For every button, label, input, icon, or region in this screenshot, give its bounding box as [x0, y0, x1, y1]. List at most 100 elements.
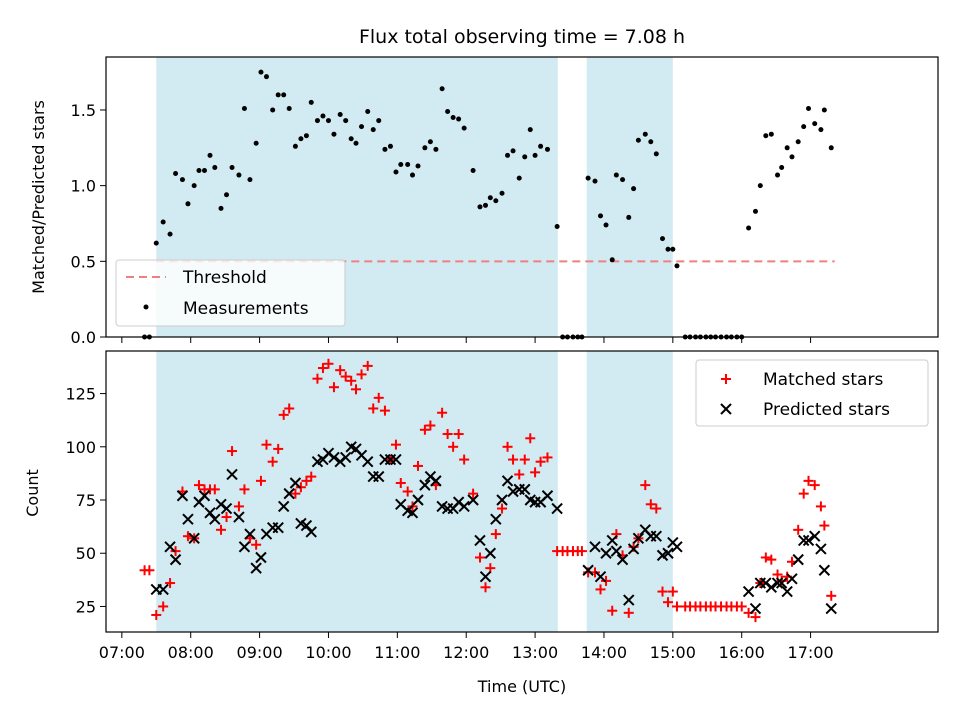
- matched-star-point: [519, 454, 530, 465]
- measurement-point: [818, 127, 824, 133]
- measurement-point: [196, 168, 202, 174]
- predicted-star-point: [209, 513, 221, 525]
- measurement-point: [185, 201, 191, 207]
- top-y-axis: 0.0 0.5 1.0 1.5: [71, 101, 106, 347]
- measurement-point: [620, 177, 626, 183]
- measurement-point: [660, 236, 666, 242]
- bottom-y-axis: 25 50 75 100 125: [65, 385, 106, 616]
- measurement-point: [603, 222, 609, 228]
- predicted-star-point: [328, 451, 340, 464]
- measurement-point: [207, 152, 213, 158]
- matched-star-point: [209, 484, 220, 495]
- top-legend-box: [115, 259, 346, 327]
- measurement-point: [331, 131, 337, 137]
- matched-star-point: [542, 452, 553, 463]
- y-tick-label: 1.5: [71, 101, 96, 120]
- measurement-point: [648, 139, 654, 145]
- measurement-point: [405, 161, 411, 167]
- predicted-star-point: [623, 594, 635, 606]
- measurement-point: [461, 125, 467, 131]
- matched-star-point: [221, 512, 232, 523]
- predicted-star-point: [496, 494, 508, 506]
- x-tick-label: 08:00: [168, 643, 214, 662]
- predicted-star-point: [809, 530, 821, 542]
- measurement-point: [757, 183, 763, 189]
- measurement-point: [236, 172, 242, 178]
- matched-star-point: [340, 371, 351, 382]
- measurement-point: [337, 112, 343, 118]
- predicted-star-point: [182, 513, 194, 525]
- matched-star-point: [448, 441, 459, 452]
- measurement-point: [320, 113, 326, 119]
- measurement-point: [281, 92, 287, 98]
- matched-star-point: [803, 475, 814, 486]
- matched-star-point: [151, 609, 162, 620]
- predicted-star-point: [373, 470, 385, 483]
- matched-star-point: [530, 467, 541, 478]
- predicted-star-point: [825, 602, 837, 615]
- legend-matched-marker: [721, 374, 731, 384]
- predicted-star-point: [802, 534, 815, 547]
- predicted-star-point: [815, 543, 827, 555]
- measurement-point: [409, 172, 415, 178]
- predicted-star-point: [606, 534, 618, 547]
- measurement-point: [592, 178, 598, 184]
- predicted-star-point: [781, 585, 793, 598]
- matched-star-point: [815, 501, 826, 512]
- predicted-star-point: [632, 532, 645, 545]
- matched-star-point: [227, 446, 238, 457]
- x-tick-label: 11:00: [374, 643, 420, 662]
- top-x-ticks: [121, 337, 812, 343]
- matched-star-point: [502, 441, 513, 452]
- measurement-point: [585, 175, 591, 181]
- measurement-point: [212, 164, 218, 170]
- top-panel: 0.0 0.5 1.0 1.5 Matched/Predicted stars Thr…: [29, 56, 939, 347]
- matched-star-point: [261, 439, 272, 450]
- measurement-point: [674, 263, 680, 269]
- observing-band: [586, 57, 673, 337]
- matched-star-point: [750, 612, 761, 623]
- x-tick-label: 16:00: [719, 643, 765, 662]
- matched-star-point: [623, 607, 634, 618]
- matched-star-point: [356, 369, 367, 380]
- predicted-star-point: [650, 530, 663, 542]
- x-tick-label: 14:00: [581, 643, 627, 662]
- x-tick-label: 15:00: [650, 643, 696, 662]
- matched-star-point: [317, 363, 328, 374]
- measurement-point: [516, 175, 522, 181]
- measurement-point: [229, 164, 235, 170]
- matched-star-point: [595, 584, 606, 595]
- measurement-point: [746, 225, 752, 231]
- top-y-axis-label: Matched/Predicted stars: [29, 100, 48, 294]
- predicted-star-point: [406, 507, 419, 519]
- matched-star-point: [766, 554, 777, 565]
- matched-star-point: [667, 586, 678, 597]
- x-tick-label: 13:00: [512, 643, 558, 662]
- predicted-star-point: [765, 581, 778, 594]
- matched-star-point: [335, 365, 346, 376]
- bottom-panel: 25 50 75 100 125 07:00 08:00 09:00 10:00 11:00 12…: [23, 350, 939, 696]
- matched-star-point: [607, 605, 618, 616]
- predicted-star-point: [507, 485, 519, 498]
- matched-star-point: [645, 499, 656, 510]
- matched-star-point: [514, 469, 525, 480]
- measurement-point: [665, 246, 671, 252]
- measurement-point: [554, 224, 560, 230]
- predicted-star-point: [541, 490, 554, 502]
- measurement-point: [775, 172, 781, 178]
- measurement-point: [224, 192, 230, 198]
- matched-star-point: [736, 601, 747, 612]
- bottom-legend: Matched stars Predicted stars: [695, 359, 929, 427]
- predicted-stars-series: [150, 441, 837, 615]
- measurement-point: [532, 152, 538, 158]
- matched-star-point: [402, 486, 413, 497]
- matched-star-point: [284, 403, 295, 414]
- measurement-point: [308, 99, 314, 105]
- measurement-point: [247, 177, 253, 183]
- predicted-star-point: [362, 455, 374, 468]
- y-tick-label: 25: [76, 597, 96, 616]
- matched-star-point: [362, 360, 373, 371]
- measurement-point: [218, 205, 224, 211]
- legend-matched-label: Matched stars: [763, 370, 883, 390]
- predicted-star-point: [474, 534, 486, 547]
